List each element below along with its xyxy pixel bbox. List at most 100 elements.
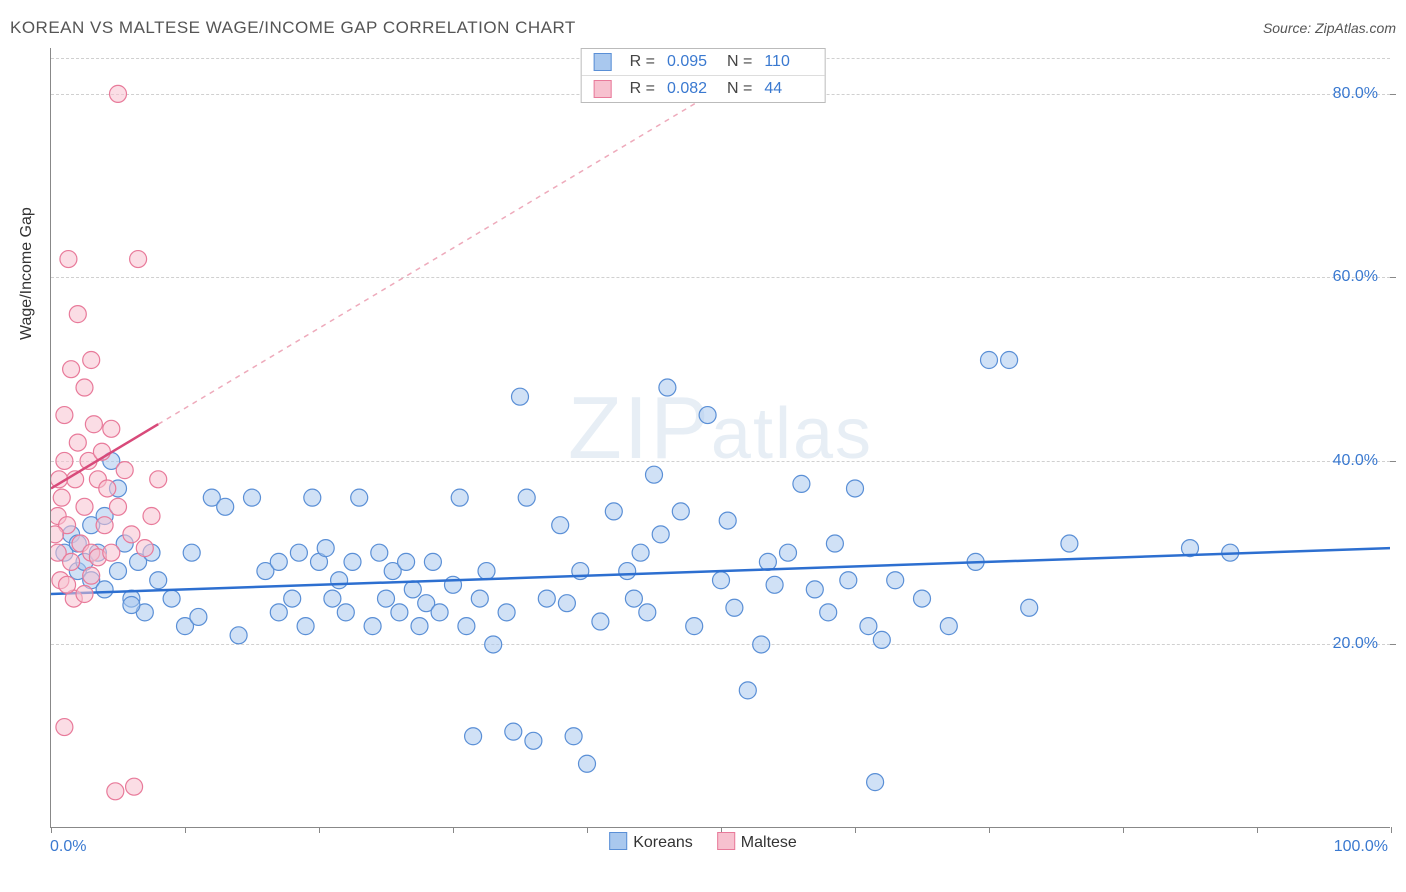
- data-point: [759, 553, 776, 570]
- data-point: [290, 544, 307, 561]
- data-point: [840, 572, 857, 589]
- data-point: [398, 553, 415, 570]
- legend-swatch: [717, 832, 735, 850]
- data-point: [646, 466, 663, 483]
- data-point: [351, 489, 368, 506]
- series-legend: KoreansMaltese: [609, 832, 797, 852]
- data-point: [579, 755, 596, 772]
- data-point: [217, 498, 234, 515]
- stat-r-value: 0.082: [667, 80, 715, 98]
- data-point: [552, 517, 569, 534]
- data-point: [505, 723, 522, 740]
- legend-swatch: [594, 53, 612, 71]
- data-point: [371, 544, 388, 561]
- data-point: [378, 590, 395, 607]
- data-point: [558, 595, 575, 612]
- stat-r-label: R =: [630, 80, 655, 98]
- legend-label: Maltese: [741, 834, 797, 851]
- data-point: [56, 719, 73, 736]
- data-point: [659, 379, 676, 396]
- data-point: [391, 604, 408, 621]
- data-point: [51, 526, 64, 543]
- data-point: [60, 251, 77, 268]
- data-point: [110, 498, 127, 515]
- stat-r-value: 0.095: [667, 53, 715, 71]
- data-point: [230, 627, 247, 644]
- legend-swatch: [609, 832, 627, 850]
- data-point: [940, 618, 957, 635]
- data-point: [96, 581, 113, 598]
- data-point: [69, 434, 86, 451]
- data-point: [270, 604, 287, 621]
- data-point: [123, 597, 140, 614]
- data-point: [244, 489, 261, 506]
- data-point: [96, 517, 113, 534]
- data-point: [478, 563, 495, 580]
- x-axis-label-min: 0.0%: [50, 838, 86, 856]
- data-point: [699, 407, 716, 424]
- data-point: [150, 471, 167, 488]
- stat-n-value: 44: [764, 80, 812, 98]
- stats-legend-row: R = 0.082N = 44: [582, 75, 825, 102]
- tick-x: [185, 827, 186, 833]
- data-point: [69, 306, 86, 323]
- data-point: [331, 572, 348, 589]
- data-point: [63, 553, 80, 570]
- data-point: [103, 544, 120, 561]
- data-point: [85, 416, 102, 433]
- data-point: [525, 732, 542, 749]
- data-point: [766, 576, 783, 593]
- data-point: [793, 475, 810, 492]
- data-point: [99, 480, 116, 497]
- data-point: [404, 581, 421, 598]
- data-point: [672, 503, 689, 520]
- data-point: [820, 604, 837, 621]
- chart-title: KOREAN VS MALTESE WAGE/INCOME GAP CORREL…: [10, 18, 576, 38]
- data-point: [867, 774, 884, 791]
- data-point: [873, 631, 890, 648]
- data-point: [364, 618, 381, 635]
- data-point: [424, 553, 441, 570]
- data-point: [110, 563, 127, 580]
- stat-n-label: N =: [727, 53, 752, 71]
- tick-y: [1390, 94, 1396, 95]
- data-point: [1061, 535, 1078, 552]
- data-point: [190, 608, 207, 625]
- data-point: [719, 512, 736, 529]
- stats-legend: R = 0.095N = 110R = 0.082N = 44: [581, 48, 826, 103]
- data-point: [126, 778, 143, 795]
- tick-x: [1257, 827, 1258, 833]
- data-point: [592, 613, 609, 630]
- data-point: [780, 544, 797, 561]
- data-point: [56, 407, 73, 424]
- data-point: [103, 420, 120, 437]
- data-point: [538, 590, 555, 607]
- data-point: [485, 636, 502, 653]
- data-point: [726, 599, 743, 616]
- data-point: [713, 572, 730, 589]
- data-point: [116, 462, 133, 479]
- data-point: [83, 567, 100, 584]
- data-point: [431, 604, 448, 621]
- data-point: [56, 452, 73, 469]
- data-point: [847, 480, 864, 497]
- data-point: [498, 604, 515, 621]
- tick-y: [1390, 461, 1396, 462]
- data-point: [860, 618, 877, 635]
- legend-swatch: [594, 80, 612, 98]
- data-point: [284, 590, 301, 607]
- data-point: [130, 251, 147, 268]
- tick-x: [51, 827, 52, 833]
- data-point: [518, 489, 535, 506]
- tick-x: [319, 827, 320, 833]
- data-point: [110, 85, 127, 102]
- data-point: [59, 576, 76, 593]
- data-point: [605, 503, 622, 520]
- data-point: [123, 526, 140, 543]
- trend-line-ext: [158, 48, 788, 424]
- data-point: [53, 489, 70, 506]
- data-point: [297, 618, 314, 635]
- tick-x: [1123, 827, 1124, 833]
- data-point: [317, 540, 334, 557]
- data-point: [686, 618, 703, 635]
